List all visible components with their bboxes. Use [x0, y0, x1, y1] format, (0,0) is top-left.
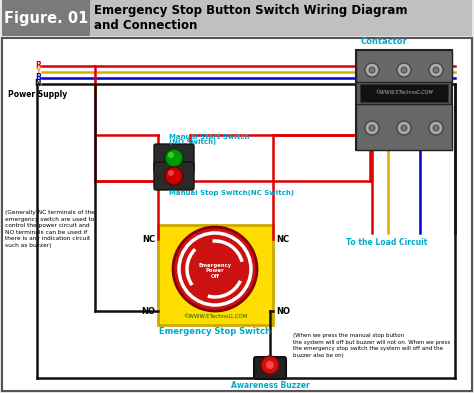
Text: Off: Off — [210, 274, 219, 279]
FancyBboxPatch shape — [360, 84, 448, 102]
FancyBboxPatch shape — [356, 104, 452, 150]
Text: Figure. 01: Figure. 01 — [4, 11, 88, 26]
Circle shape — [173, 227, 257, 311]
Text: Manual Start Switch: Manual Start Switch — [169, 134, 249, 140]
Text: (When we press the manual stop button
the system will off but buzzer will not on: (When we press the manual stop button th… — [293, 333, 450, 358]
Text: N: N — [35, 79, 41, 88]
Text: ©WWW.ETechnoG.COM: ©WWW.ETechnoG.COM — [375, 90, 433, 94]
Text: To the Load Circuit: To the Load Circuit — [346, 238, 428, 247]
Circle shape — [397, 63, 411, 77]
Text: Emergency Stop Button Switch Wiring Diagram: Emergency Stop Button Switch Wiring Diag… — [94, 4, 408, 17]
Circle shape — [369, 67, 375, 73]
Circle shape — [266, 361, 274, 369]
Circle shape — [401, 125, 407, 131]
Text: (NO Switch): (NO Switch) — [169, 139, 216, 145]
Text: NO: NO — [276, 307, 290, 316]
Text: Contactor: Contactor — [361, 37, 408, 46]
Circle shape — [369, 125, 375, 131]
Text: B: B — [35, 73, 41, 83]
Text: Manual Stop Switch(NC Switch): Manual Stop Switch(NC Switch) — [169, 190, 294, 196]
Text: NO: NO — [141, 307, 155, 316]
Text: and Connection: and Connection — [94, 19, 197, 32]
Circle shape — [401, 67, 407, 73]
FancyBboxPatch shape — [356, 50, 452, 150]
Text: NC: NC — [142, 235, 155, 244]
FancyBboxPatch shape — [2, 38, 472, 391]
FancyBboxPatch shape — [154, 144, 194, 172]
Circle shape — [165, 167, 183, 185]
Circle shape — [433, 67, 439, 73]
Text: (Generally NC terminals of the
emergency switch are used to
control the power ci: (Generally NC terminals of the emergency… — [5, 210, 95, 248]
Text: ©WWW.ETechnoG.COM: ©WWW.ETechnoG.COM — [183, 314, 247, 320]
Circle shape — [429, 121, 443, 135]
Circle shape — [165, 149, 183, 167]
FancyBboxPatch shape — [356, 50, 452, 82]
Text: Power: Power — [206, 268, 224, 274]
Circle shape — [433, 125, 439, 131]
FancyBboxPatch shape — [90, 0, 472, 36]
Text: R: R — [35, 61, 41, 70]
FancyBboxPatch shape — [2, 0, 90, 36]
Circle shape — [429, 63, 443, 77]
Text: Awareness Buzzer: Awareness Buzzer — [231, 381, 310, 390]
Text: Emergency: Emergency — [199, 263, 231, 268]
Circle shape — [397, 121, 411, 135]
Text: Emergency Stop Switch: Emergency Stop Switch — [159, 327, 271, 336]
Circle shape — [168, 170, 174, 176]
Circle shape — [261, 356, 279, 374]
FancyBboxPatch shape — [254, 357, 286, 379]
Circle shape — [365, 63, 379, 77]
Text: Y: Y — [35, 68, 41, 77]
FancyBboxPatch shape — [154, 162, 194, 190]
Text: Power Supply: Power Supply — [8, 90, 67, 99]
Text: NC: NC — [276, 235, 289, 244]
Circle shape — [168, 152, 174, 158]
FancyBboxPatch shape — [158, 225, 273, 325]
Circle shape — [365, 121, 379, 135]
